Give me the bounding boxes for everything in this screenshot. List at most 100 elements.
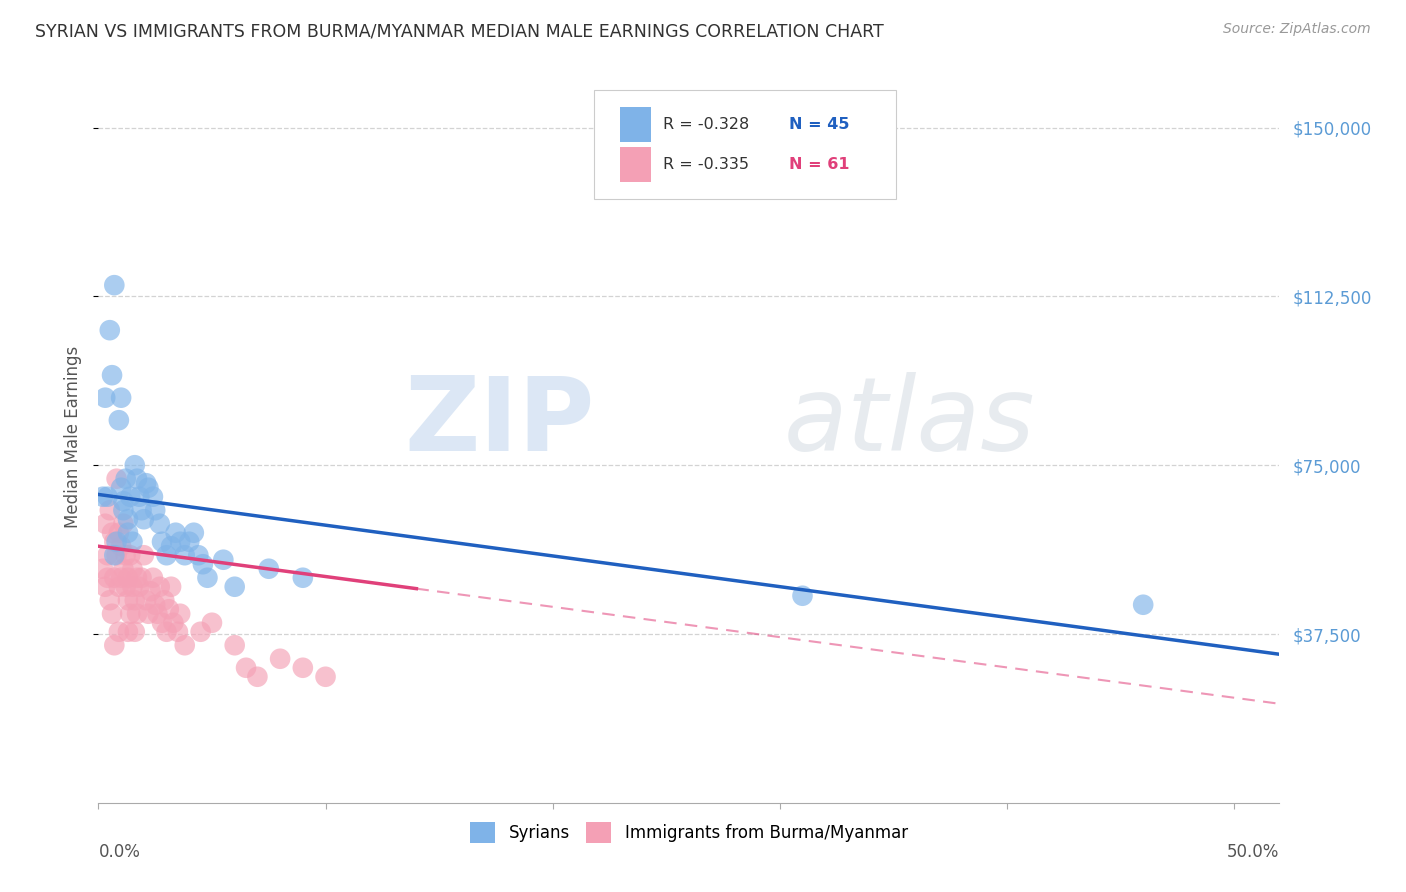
Point [101, 525, 124, 540]
Text: N = 61: N = 61 [789, 157, 849, 172]
Point [183, 525, 205, 540]
Text: ZIP: ZIP [404, 372, 595, 473]
Point [114, 472, 136, 486]
Point [96, 571, 118, 585]
Point [105, 472, 128, 486]
Point [291, 661, 314, 675]
Text: N = 45: N = 45 [789, 117, 849, 132]
Point [143, 503, 166, 517]
Text: SYRIAN VS IMMIGRANTS FROM BURMA/MYANMAR MEDIAN MALE EARNINGS CORRELATION CHART: SYRIAN VS IMMIGRANTS FROM BURMA/MYANMAR … [35, 22, 884, 40]
Point [112, 503, 135, 517]
Point [110, 539, 132, 553]
Text: 50.0%: 50.0% [1227, 843, 1279, 861]
Point [246, 670, 269, 684]
Point [124, 593, 146, 607]
Point [132, 512, 155, 526]
Point [108, 525, 131, 540]
Text: R = -0.335: R = -0.335 [664, 157, 749, 172]
Point [190, 624, 212, 639]
Point [112, 562, 135, 576]
Point [1132, 598, 1154, 612]
Point [91, 562, 114, 576]
Point [108, 580, 131, 594]
FancyBboxPatch shape [620, 107, 651, 143]
Point [120, 548, 142, 562]
FancyBboxPatch shape [620, 146, 651, 182]
Point [94, 516, 117, 531]
Point [96, 490, 118, 504]
Text: Source: ZipAtlas.com: Source: ZipAtlas.com [1223, 22, 1371, 37]
Point [103, 638, 125, 652]
Legend: Syrians, Immigrants from Burma/Myanmar: Syrians, Immigrants from Burma/Myanmar [464, 815, 914, 849]
Point [103, 534, 125, 549]
Point [128, 490, 150, 504]
Y-axis label: Median Male Earnings: Median Male Earnings [65, 346, 83, 528]
Point [96, 548, 118, 562]
Point [98, 323, 121, 337]
Point [125, 607, 148, 621]
Point [150, 534, 173, 549]
Point [120, 490, 142, 504]
Point [173, 638, 195, 652]
Point [112, 494, 135, 508]
Point [132, 548, 155, 562]
Point [153, 593, 176, 607]
Point [315, 670, 337, 684]
Point [155, 548, 177, 562]
Point [169, 534, 191, 549]
Point [224, 638, 246, 652]
Point [121, 580, 143, 594]
Point [120, 607, 142, 621]
Point [98, 503, 121, 517]
Point [108, 413, 131, 427]
Point [149, 516, 172, 531]
Point [98, 593, 121, 607]
Point [212, 553, 235, 567]
Point [114, 548, 136, 562]
Point [143, 598, 166, 612]
Point [146, 607, 169, 621]
Point [125, 571, 148, 585]
Point [101, 368, 124, 383]
Point [235, 661, 257, 675]
Point [112, 516, 135, 531]
Point [187, 548, 209, 562]
Point [117, 525, 139, 540]
Point [155, 624, 177, 639]
FancyBboxPatch shape [595, 90, 896, 200]
Point [169, 607, 191, 621]
Point [101, 607, 124, 621]
Point [201, 615, 224, 630]
Point [103, 571, 125, 585]
Point [117, 571, 139, 585]
Point [291, 571, 314, 585]
Point [150, 615, 173, 630]
Point [165, 525, 187, 540]
Point [142, 490, 165, 504]
Point [135, 593, 157, 607]
Point [135, 476, 157, 491]
Point [125, 472, 148, 486]
Point [257, 562, 280, 576]
Point [124, 624, 146, 639]
Point [110, 481, 132, 495]
Point [224, 580, 246, 594]
Point [94, 580, 117, 594]
Point [138, 481, 160, 495]
Point [792, 589, 814, 603]
Point [142, 571, 165, 585]
Point [121, 562, 143, 576]
Point [114, 580, 136, 594]
Point [117, 624, 139, 639]
Point [117, 593, 139, 607]
Point [94, 391, 117, 405]
Point [121, 534, 143, 549]
Point [160, 539, 183, 553]
Point [197, 571, 219, 585]
Point [110, 571, 132, 585]
Point [173, 548, 195, 562]
Point [157, 602, 180, 616]
Point [131, 571, 153, 585]
Point [179, 534, 201, 549]
Point [138, 607, 160, 621]
